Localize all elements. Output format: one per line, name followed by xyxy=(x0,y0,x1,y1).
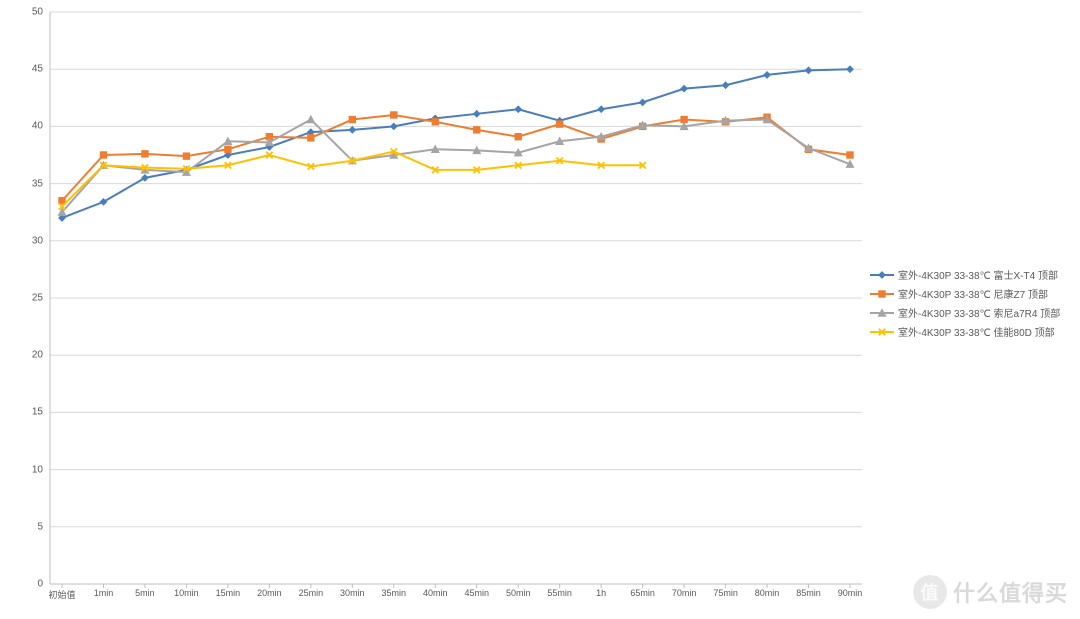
y-tick-label: 50 xyxy=(3,7,43,18)
x-tick-label: 5min xyxy=(135,588,155,598)
x-tick-label: 75min xyxy=(713,588,738,598)
x-tick-label: 1h xyxy=(596,588,606,598)
y-tick-label: 25 xyxy=(3,293,43,304)
y-tick-label: 40 xyxy=(3,121,43,132)
legend-item: 室外-4K30P 33-38℃ 索尼a7R4 顶部 xyxy=(870,303,1060,322)
legend-item: 室外-4K30P 33-38℃ 佳能80D 顶部 xyxy=(870,322,1060,341)
legend-label: 室外-4K30P 33-38℃ 索尼a7R4 顶部 xyxy=(898,305,1060,320)
legend-swatch xyxy=(870,307,894,319)
chart-legend: 室外-4K30P 33-38℃ 富士X-T4 顶部室外-4K30P 33-38℃… xyxy=(870,265,1060,341)
x-tick-label: 35min xyxy=(382,588,407,598)
x-tick-label: 30min xyxy=(340,588,365,598)
legend-item: 室外-4K30P 33-38℃ 富士X-T4 顶部 xyxy=(870,265,1060,284)
x-tick-label: 50min xyxy=(506,588,531,598)
legend-label: 室外-4K30P 33-38℃ 佳能80D 顶部 xyxy=(898,324,1055,339)
y-tick-label: 35 xyxy=(3,178,43,189)
x-tick-label: 45min xyxy=(464,588,489,598)
legend-swatch xyxy=(870,288,894,300)
x-tick-label: 20min xyxy=(257,588,282,598)
legend-item: 室外-4K30P 33-38℃ 尼康Z7 顶部 xyxy=(870,284,1060,303)
legend-swatch xyxy=(870,269,894,281)
x-tick-label: 1min xyxy=(94,588,114,598)
y-tick-label: 0 xyxy=(3,579,43,590)
x-tick-label: 90min xyxy=(838,588,863,598)
x-tick-label: 初始值 xyxy=(48,588,75,601)
legend-label: 室外-4K30P 33-38℃ 富士X-T4 顶部 xyxy=(898,267,1058,282)
y-tick-label: 30 xyxy=(3,235,43,246)
x-tick-label: 55min xyxy=(547,588,572,598)
x-tick-label: 10min xyxy=(174,588,199,598)
x-tick-label: 85min xyxy=(796,588,821,598)
y-tick-label: 15 xyxy=(3,407,43,418)
x-tick-label: 70min xyxy=(672,588,697,598)
x-tick-label: 25min xyxy=(299,588,324,598)
y-tick-label: 5 xyxy=(3,521,43,532)
y-tick-label: 20 xyxy=(3,350,43,361)
x-tick-label: 40min xyxy=(423,588,448,598)
x-tick-label: 80min xyxy=(755,588,780,598)
y-tick-label: 45 xyxy=(3,64,43,75)
x-tick-label: 15min xyxy=(216,588,241,598)
y-tick-label: 10 xyxy=(3,464,43,475)
x-tick-label: 65min xyxy=(630,588,655,598)
legend-swatch xyxy=(870,326,894,338)
legend-label: 室外-4K30P 33-38℃ 尼康Z7 顶部 xyxy=(898,286,1048,301)
